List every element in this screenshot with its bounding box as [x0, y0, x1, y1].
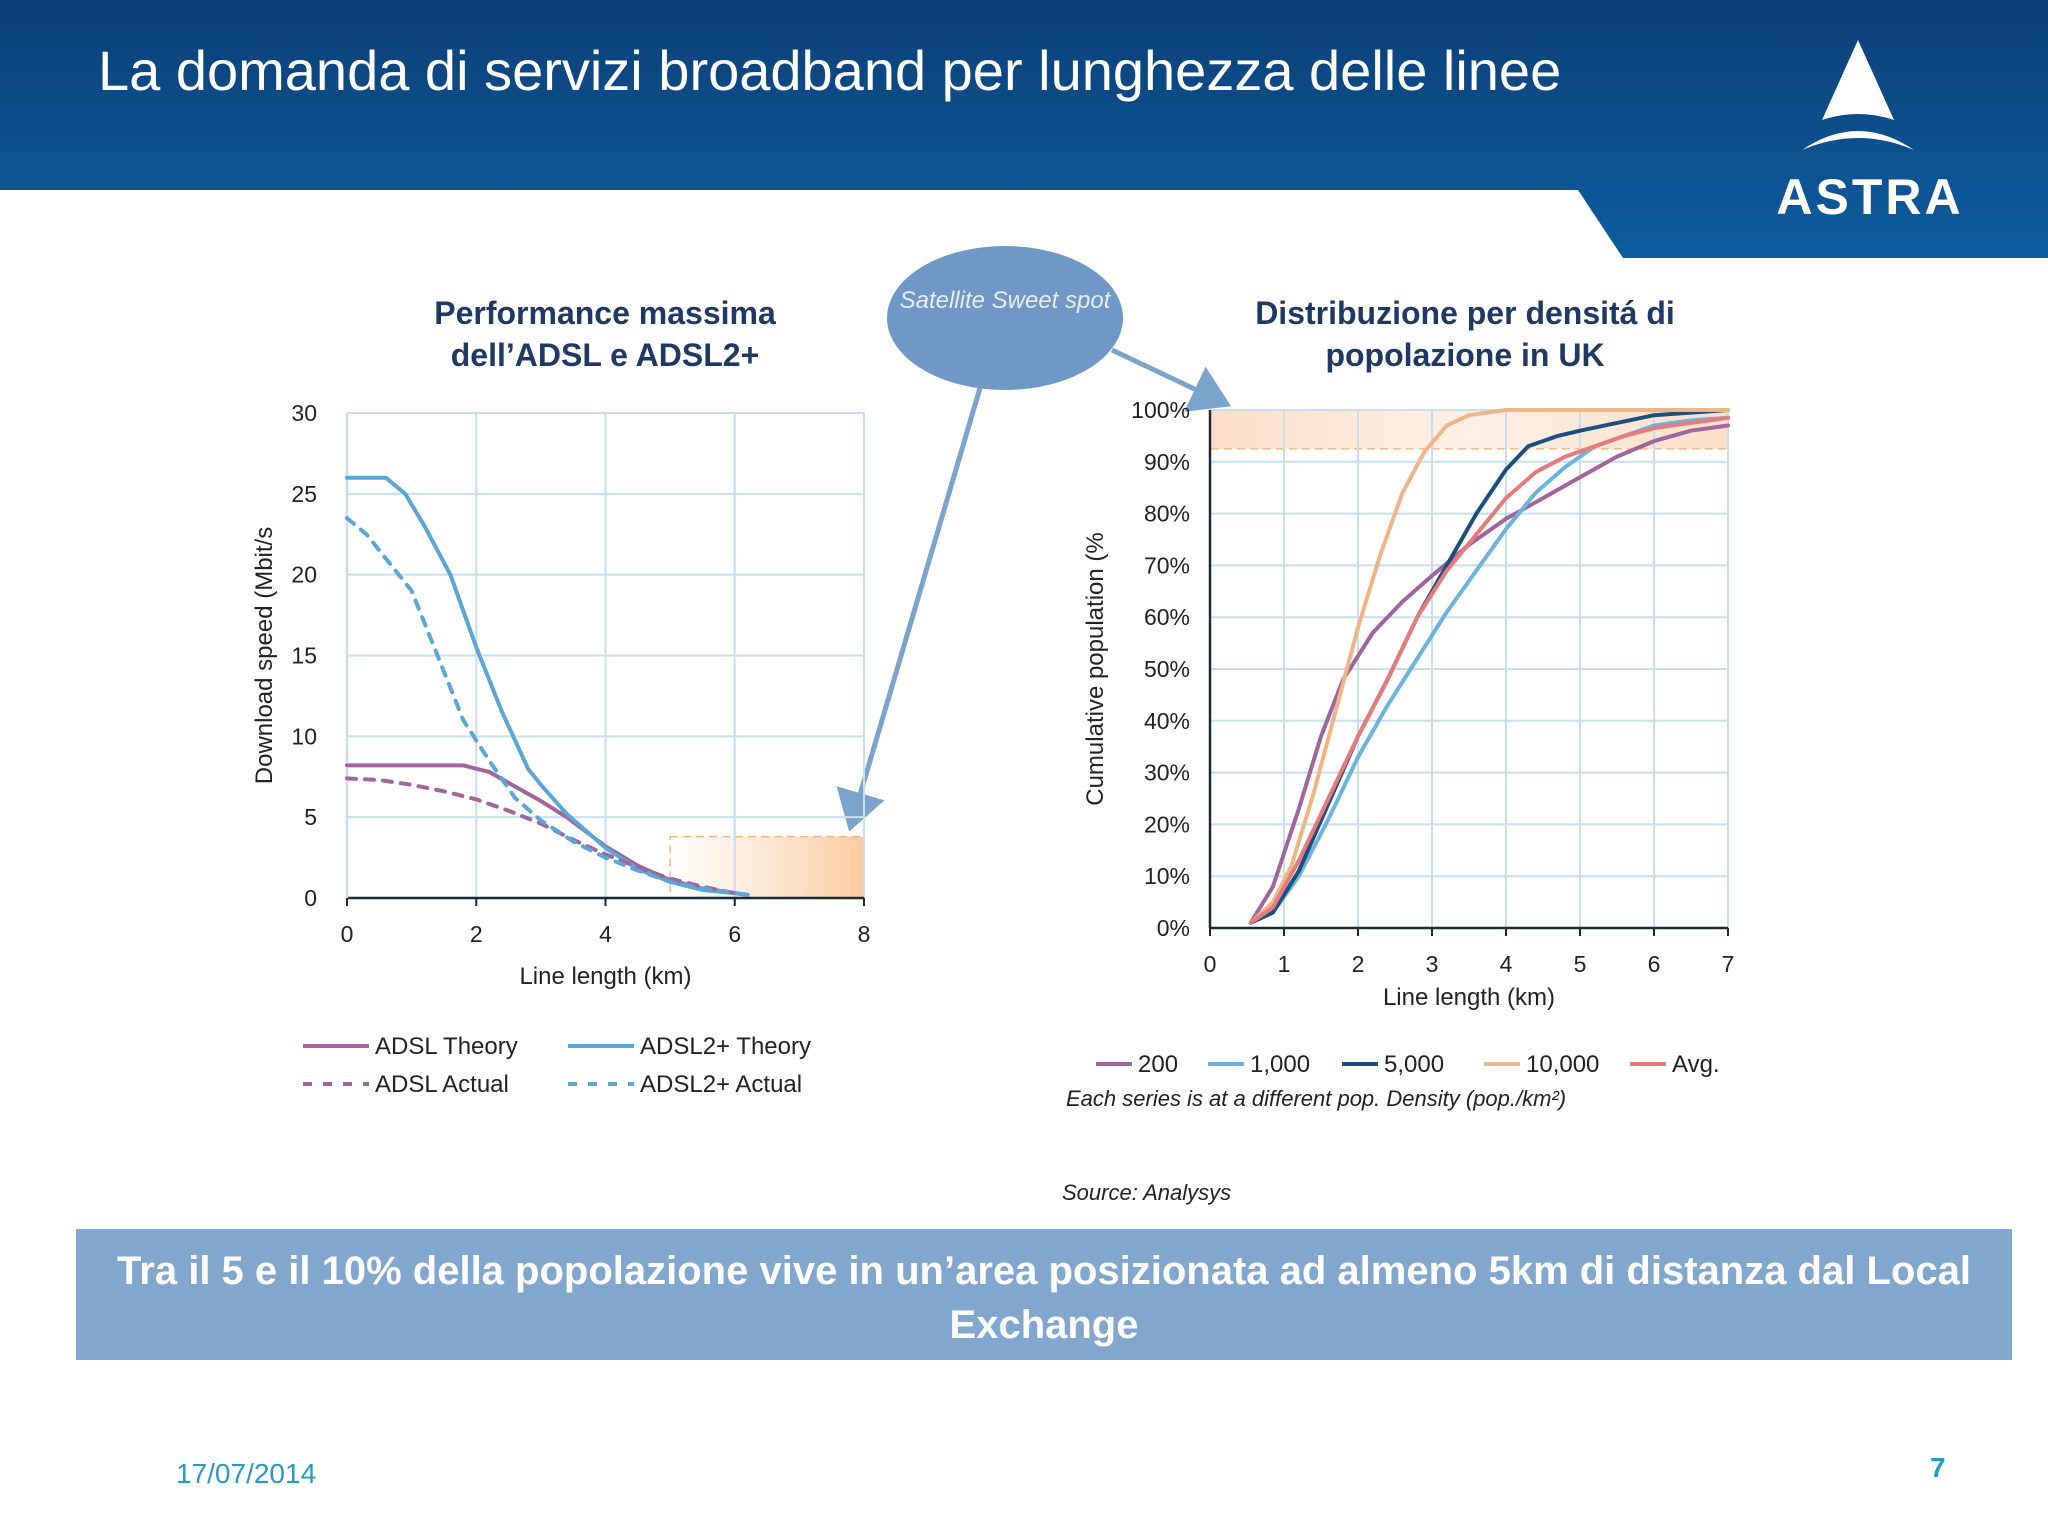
chart1-series-line-3	[345, 516, 737, 896]
chart1-y-tick-label: 5	[304, 804, 317, 830]
chart2-y-tick-label: 50%	[1144, 656, 1190, 682]
chart1-legend-label: ADSL2+ Actual	[640, 1071, 802, 1098]
chart1-title: Performance massima dell’ADSL e ADSL2+	[434, 295, 776, 373]
chart-population-distribution: 0 1 2 3 4 5 6 70%10%20%30%40%50%60%70%80%90%100…	[1082, 397, 1734, 1078]
chart1-y-tick-label: 30	[291, 400, 317, 426]
chart2-x-tick-label: 1	[1278, 951, 1291, 977]
conclusion-banner-text: Tra il 5 e il 10% della popolazione vive…	[117, 1249, 1971, 1347]
slide-date: 17/07/2014	[176, 1458, 317, 1489]
chart2-x-tick-label: 6	[1648, 951, 1661, 977]
satellite-bubble-label: Satellite Sweet spot	[899, 287, 1111, 314]
chart2-y-tick-label: 30%	[1144, 760, 1190, 786]
chart2-x-tick-label: 4	[1500, 951, 1513, 977]
chart1-x-tick-label: 8	[858, 921, 871, 947]
chart2-legend-label: 10,000	[1526, 1051, 1599, 1078]
chart2-x-tick-label: 0	[1204, 951, 1217, 977]
chart1-legend-label: ADSL Actual	[375, 1071, 509, 1098]
chart1-x-tick-label: 0	[341, 921, 354, 947]
chart2-title: Distribuzione per densitá di popolazione…	[1255, 295, 1675, 373]
chart1-y-tick-label: 20	[291, 562, 317, 588]
chart2-x-tick-label: 7	[1722, 951, 1735, 977]
chart1-y-tick-label: 25	[291, 481, 317, 507]
conclusion-banner	[76, 1229, 2012, 1360]
chart2-y-tick-label: 100%	[1131, 397, 1190, 423]
chart1-y-tick-label: 10	[291, 723, 317, 749]
chart2-y-axis-label: Cumulative population (%	[1082, 532, 1109, 805]
astra-logo-text: ASTRA	[1776, 169, 1964, 225]
chart2-x-tick-label: 3	[1426, 951, 1439, 977]
chart2-y-tick-label: 40%	[1144, 708, 1190, 734]
astra-logo-arc-icon	[1802, 131, 1914, 150]
bubble-arrow-left	[836, 387, 983, 832]
chart2-y-tick-label: 60%	[1144, 604, 1190, 630]
chart2-series-line-3	[1248, 408, 1730, 925]
chart2-y-tick-label: 70%	[1144, 552, 1190, 578]
chart1-y-tick-label: 15	[291, 643, 317, 669]
page-number: 7	[1930, 1452, 1946, 1483]
chart2-legend-label: 5,000	[1384, 1051, 1444, 1078]
chart2-series-line-2	[1248, 408, 1730, 925]
chart2-x-tick-label: 5	[1574, 951, 1587, 977]
slide-title: La domanda di servizi broadband per lung…	[98, 39, 1562, 102]
chart1-x-tick-label: 4	[599, 921, 612, 947]
chart1-y-axis-label: Download speed (Mbit/s	[251, 527, 278, 784]
chart1-legend-label: ADSL2+ Theory	[640, 1033, 811, 1060]
chart2-y-tick-label: 10%	[1144, 863, 1190, 889]
chart2-series-line-4	[1248, 415, 1730, 925]
chart2-legend-label: 200	[1138, 1051, 1178, 1078]
source-note: Source: Analysys	[1062, 1180, 1232, 1205]
bubble-arrow-right	[1110, 347, 1232, 412]
chart2-legend-label: 1,000	[1250, 1051, 1310, 1078]
chart2-series-line-0	[1248, 423, 1730, 925]
chart-adsl-performance: 0 2 4 6 8 0 5 10 15 20 25 30 Line length (km) Downloa…	[251, 400, 870, 1098]
chart2-legend-label: Avg.	[1672, 1051, 1720, 1078]
chart2-y-tick-label: 20%	[1144, 811, 1190, 837]
astra-logo-triangle-icon	[1822, 40, 1894, 120]
chart1-x-tick-label: 6	[728, 921, 741, 947]
chart1-series-line-1	[345, 475, 750, 897]
chart2-x-axis-label: Line length (km)	[1383, 984, 1555, 1011]
chart1-series-line-2	[345, 776, 737, 896]
chart1-x-axis-label: Line length (km)	[519, 963, 691, 990]
header-bar	[0, 0, 2048, 258]
chart2-note: Each series is at a different pop. Densi…	[1066, 1086, 1567, 1111]
chart2-x-tick-label: 2	[1352, 951, 1365, 977]
chart2-y-tick-label: 80%	[1144, 501, 1190, 527]
satellite-bubble	[887, 246, 1123, 390]
chart2-y-tick-label: 90%	[1144, 449, 1190, 475]
chart1-x-tick-label: 2	[470, 921, 483, 947]
chart1-y-tick-label: 0	[304, 885, 317, 911]
chart1-legend-label: ADSL Theory	[375, 1033, 518, 1060]
chart2-y-tick-label: 0%	[1157, 915, 1190, 941]
